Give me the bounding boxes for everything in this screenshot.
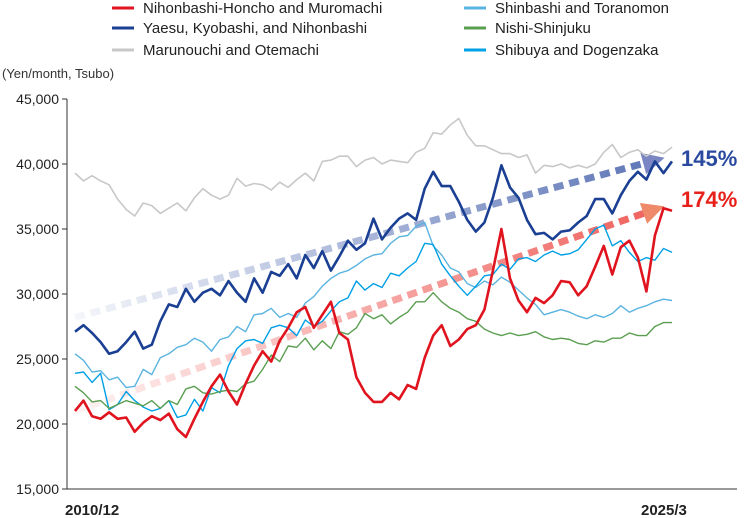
- legend-label-4: Shinbashi and Toranomon: [495, 0, 669, 17]
- growth-label-1: 145%: [681, 146, 737, 171]
- y-tick-label: 20,000: [16, 416, 59, 432]
- x-start-label: 2010/12: [65, 502, 119, 518]
- y-tick-label: 35,000: [16, 221, 59, 237]
- legend-label-6: Shibuya and Dogenzaka: [495, 42, 659, 59]
- legend-label-2: Yaesu, Kyobashi, and Nihonbashi: [143, 20, 367, 37]
- legend-label-3: Marunouchi and Otemachi: [143, 42, 319, 59]
- x-end-label: 2025/3: [641, 502, 687, 518]
- y-tick-label: 45,000: [16, 91, 59, 107]
- trend-arrow-shaft: [73, 207, 653, 415]
- y-tick-label: 15,000: [16, 481, 59, 497]
- trend-arrows-layer: 145% 174%: [73, 146, 737, 415]
- trend-arrow-head: [639, 203, 665, 224]
- series-line-6: [74, 224, 673, 419]
- growth-label-2: 174%: [681, 187, 737, 212]
- y-axis-unit-label: (Yen/month, Tsubo): [2, 66, 114, 81]
- legend-label-5: Nishi-Shinjuku: [495, 20, 591, 37]
- y-tick-label: 25,000: [16, 351, 59, 367]
- axes-layer: 45,000 40,000 35,000 30,000 25,000 20,000 15,0…: [2, 66, 737, 518]
- series-line-1: [73, 206, 673, 439]
- legend: Nihonbashi-Honcho and Muromachi Yaesu, Ky…: [112, 0, 669, 59]
- legend-label-1: Nihonbashi-Honcho and Muromachi: [143, 0, 382, 17]
- series-layer: [73, 117, 674, 439]
- y-tick-label: 30,000: [16, 286, 59, 302]
- series-line-5: [74, 292, 672, 410]
- series-line-4: [74, 221, 673, 389]
- y-tick-label: 40,000: [16, 156, 59, 172]
- trend-arrow-shaft: [74, 158, 652, 321]
- series-line-3: [74, 117, 673, 217]
- series-line-2: [74, 160, 674, 356]
